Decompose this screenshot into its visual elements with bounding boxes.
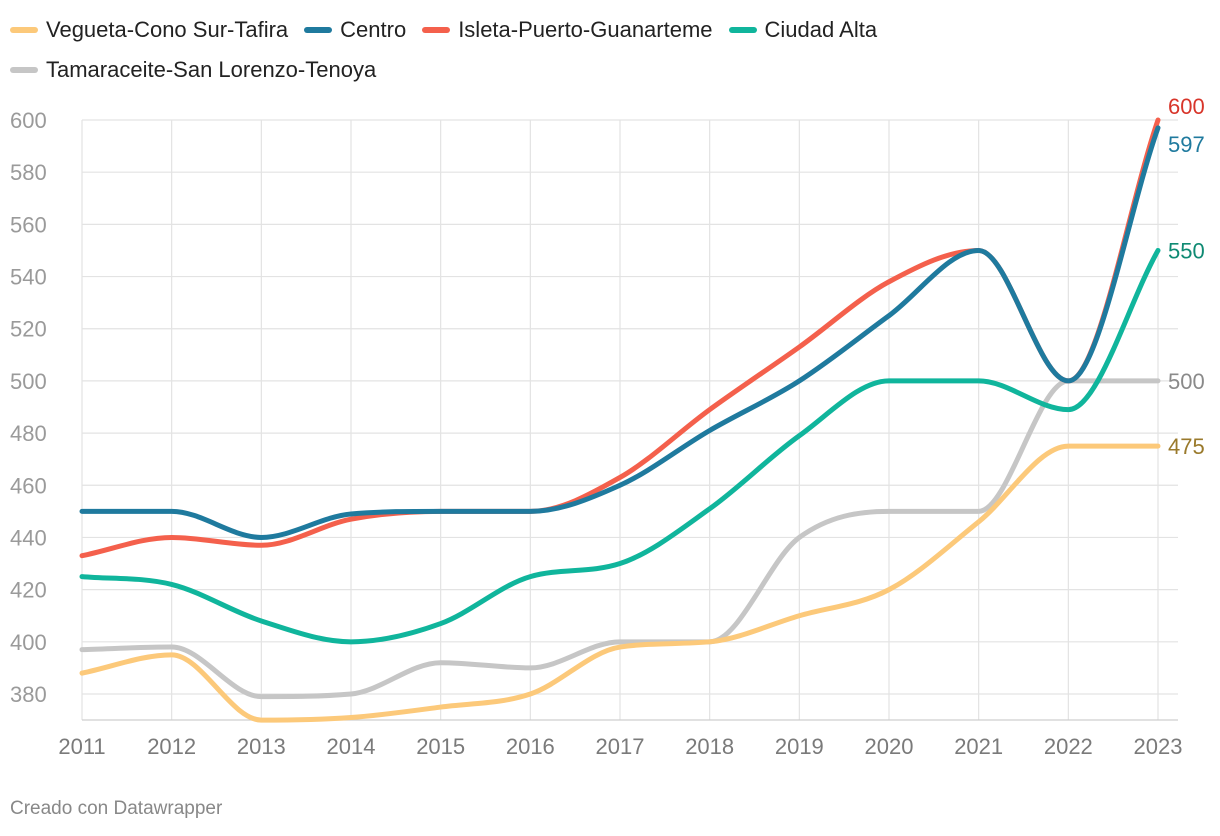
grid-lines — [81, 119, 1178, 721]
x-tick-label-2019: 2019 — [775, 734, 824, 759]
series-lines — [79, 117, 1161, 723]
legend-label-ciudad-alta: Ciudad Alta — [764, 17, 878, 42]
y-tick-label-540: 540 — [10, 265, 47, 290]
y-tick-label-480: 480 — [10, 421, 47, 446]
y-tick-label-500: 500 — [10, 369, 47, 394]
series-line-tamaraceite — [79, 378, 1161, 700]
chart-legend: Vegueta-Cono Sur-Tafira Centro Isleta-Pu… — [10, 14, 1210, 86]
y-tick-label-380: 380 — [10, 682, 47, 707]
y-axis-tick-labels: 380 400 420 440 460 480 500 520 540 560 580 600 — [10, 108, 47, 707]
x-tick-label-2013: 2013 — [237, 734, 286, 759]
legend-item-tamaraceite: Tamaraceite-San Lorenzo-Tenoya — [10, 54, 376, 86]
y-tick-label-460: 460 — [10, 473, 47, 498]
source-footnote: Creado con Datawrapper — [10, 798, 223, 819]
legend-item-ciudad-alta: Ciudad Alta — [728, 14, 878, 46]
x-tick-label-2017: 2017 — [596, 734, 645, 759]
legend-label-centro: Centro — [340, 17, 407, 42]
y-tick-label-400: 400 — [10, 630, 47, 655]
legend-item-isleta: Isleta-Puerto-Guanarteme — [422, 14, 713, 46]
series-line-centro — [79, 125, 1161, 540]
end-label-centro: 597 — [1168, 132, 1205, 157]
x-tick-label-2016: 2016 — [506, 734, 555, 759]
y-tick-label-440: 440 — [10, 525, 47, 550]
end-label-tamaraceite: 500 — [1168, 369, 1205, 394]
x-axis-tick-labels: 2011 2012 2013 2014 2015 2016 2017 2018 2019 2020… — [58, 734, 1182, 759]
series-line-vegueta — [79, 443, 1161, 723]
legend-swatch-centro — [304, 27, 333, 33]
series-line-ciudad-alta — [79, 247, 1161, 645]
y-tick-label-580: 580 — [10, 160, 47, 185]
legend-label-isleta: Isleta-Puerto-Guanarteme — [458, 17, 713, 42]
end-label-vegueta: 475 — [1168, 434, 1205, 459]
end-label-ciudad-alta: 550 — [1168, 238, 1205, 263]
legend-swatch-tamaraceite — [10, 67, 38, 73]
y-tick-label-420: 420 — [10, 578, 47, 603]
legend-swatch-ciudad-alta — [728, 27, 757, 33]
legend-label-vegueta: Vegueta-Cono Sur-Tafira — [46, 17, 289, 42]
legend-item-vegueta: Vegueta-Cono Sur-Tafira — [10, 14, 288, 46]
end-label-isleta: 600 — [1168, 94, 1205, 119]
x-tick-label-2015: 2015 — [416, 734, 465, 759]
x-tick-label-2023: 2023 — [1134, 734, 1183, 759]
x-tick-label-2020: 2020 — [865, 734, 914, 759]
x-tick-label-2011: 2011 — [58, 734, 105, 759]
x-tick-label-2018: 2018 — [685, 734, 734, 759]
y-tick-label-520: 520 — [10, 317, 47, 342]
y-tick-label-560: 560 — [10, 212, 47, 237]
x-tick-label-2012: 2012 — [147, 734, 196, 759]
legend-label-tamaraceite: Tamaraceite-San Lorenzo-Tenoya — [46, 57, 377, 82]
legend-swatch-isleta — [422, 27, 451, 33]
x-tick-label-2022: 2022 — [1044, 734, 1093, 759]
legend-item-centro: Centro — [304, 14, 406, 46]
series-end-labels: 475 597 600 550 500 — [1168, 94, 1205, 459]
legend-swatch-vegueta — [10, 27, 38, 33]
x-tick-label-2014: 2014 — [327, 734, 376, 759]
y-tick-label-600: 600 — [10, 108, 47, 133]
x-tick-label-2021: 2021 — [954, 734, 1003, 759]
